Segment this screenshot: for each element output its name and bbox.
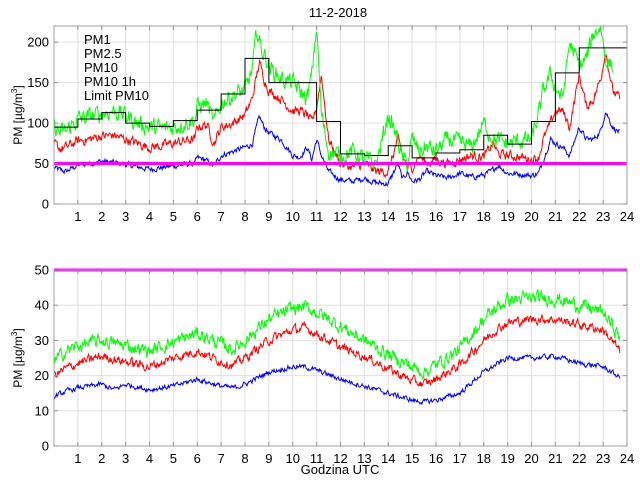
x-tick-label: 19 [500,451,514,466]
x-tick-label: 18 [477,451,491,466]
x-tick-label: 5 [170,209,177,224]
x-tick-label: 21 [548,451,562,466]
x-tick-label: 5 [170,451,177,466]
legend-entry-pm25: PM2.5 [84,46,122,61]
x-tick-label: 13 [357,451,371,466]
x-tick-label: 4 [146,209,153,224]
x-tick-label: 14 [381,209,395,224]
x-tick-label: 23 [596,451,610,466]
x-tick-label: 9 [265,451,272,466]
y-tick-label: 50 [35,263,49,278]
top-panel: 1 2 3 4 5 6 7 8 9 10 11 12 13 14 15 16 17 18 19 20 21 22 23 24 … [10,25,634,224]
series-line-pm10 [53,288,621,380]
bottom-x-tick-labels: 1 2 3 4 5 6 7 8 9 10 11 12 13 14 15 16 17 18 19 20 21 22 23 24 [74,451,634,466]
bottom-panel: 1 2 3 4 5 6 7 8 9 10 11 12 13 14 15 16 17 18 19 20 21 22 23 24 … [10,263,634,478]
x-tick-label: 23 [596,209,610,224]
x-tick-label: 17 [453,451,467,466]
x-tick-label: 9 [265,209,272,224]
top-series-group [53,25,627,187]
x-tick-label: 22 [572,209,586,224]
x-tick-label: 11 [310,209,324,224]
x-tick-label: 12 [333,451,347,466]
x-tick-label: 6 [194,209,201,224]
series-line-pm10 [53,25,613,172]
series-line-pm25 [53,53,621,179]
x-tick-label: 6 [194,451,201,466]
y-tick-label: 10 [35,403,49,418]
legend-entry-limit-pm10: Limit PM10 [84,88,149,103]
bottom-axes [53,269,628,447]
top-axes [53,25,628,205]
x-tick-label: 1 [74,209,81,224]
x-tick-label: 2 [98,451,105,466]
x-tick-label: 10 [286,451,300,466]
chart-title: 11-2-2018 [309,5,367,20]
y-tick-label: 30 [35,333,49,348]
legend-entry-pm1: PM1 [84,32,111,47]
y-tick-label: 150 [27,75,49,90]
x-tick-label: 11 [310,451,324,466]
y-tick-label: 0 [42,439,49,454]
x-tick-label: 8 [241,451,248,466]
x-tick-label: 13 [357,209,371,224]
series-line-pm10-1h [54,47,627,159]
x-tick-label: 1 [74,451,81,466]
top-y-axis-label: PM [µg/m3] [10,85,25,144]
series-line-pm25 [53,313,621,387]
y-tick-label: 50 [35,156,49,171]
x-tick-label: 15 [405,451,419,466]
x-tick-label: 12 [333,209,347,224]
x-tick-label: 10 [286,209,300,224]
y-tick-label: 0 [42,197,49,212]
x-tick-label: 3 [122,209,129,224]
y-tick-label: 40 [35,298,49,313]
x-tick-label: 7 [218,451,225,466]
bottom-y-tick-labels: 0 10 20 30 40 50 [35,263,49,454]
x-tick-label: 17 [453,209,467,224]
x-tick-label: 14 [381,451,395,466]
y-tick-label: 100 [27,116,49,131]
bottom-grid [54,270,627,446]
legend: PM1 PM2.5 PM10 PM10 1h Limit PM10 [84,32,149,103]
x-axis-label: Godzina UTC [301,462,380,477]
y-tick-label: 20 [35,368,49,383]
y-tick-label: 200 [27,35,49,50]
legend-entry-pm10-1h: PM10 1h [84,74,136,89]
x-tick-label: 16 [429,451,443,466]
x-tick-label: 7 [218,209,225,224]
bottom-y-axis-label: PM [µg/m3] [10,328,25,387]
top-x-tick-labels: 1 2 3 4 5 6 7 8 9 10 11 12 13 14 15 16 17 18 19 20 21 22 23 24 [74,209,634,224]
x-tick-label: 19 [500,209,514,224]
x-tick-label: 22 [572,451,586,466]
x-tick-label: 21 [548,209,562,224]
x-tick-label: 24 [620,209,634,224]
x-tick-label: 4 [146,451,153,466]
x-tick-label: 15 [405,209,419,224]
x-tick-label: 3 [122,451,129,466]
series-line-pm1 [53,112,621,187]
legend-entry-pm10: PM10 [84,60,118,75]
x-tick-label: 2 [98,209,105,224]
x-tick-label: 18 [477,209,491,224]
x-tick-label: 20 [524,451,538,466]
top-y-tick-labels: 0 50 100 150 200 [27,35,49,212]
x-tick-label: 24 [620,451,634,466]
x-tick-label: 8 [241,209,248,224]
x-tick-label: 20 [524,209,538,224]
series-line-pm1 [53,353,621,406]
x-tick-label: 16 [429,209,443,224]
